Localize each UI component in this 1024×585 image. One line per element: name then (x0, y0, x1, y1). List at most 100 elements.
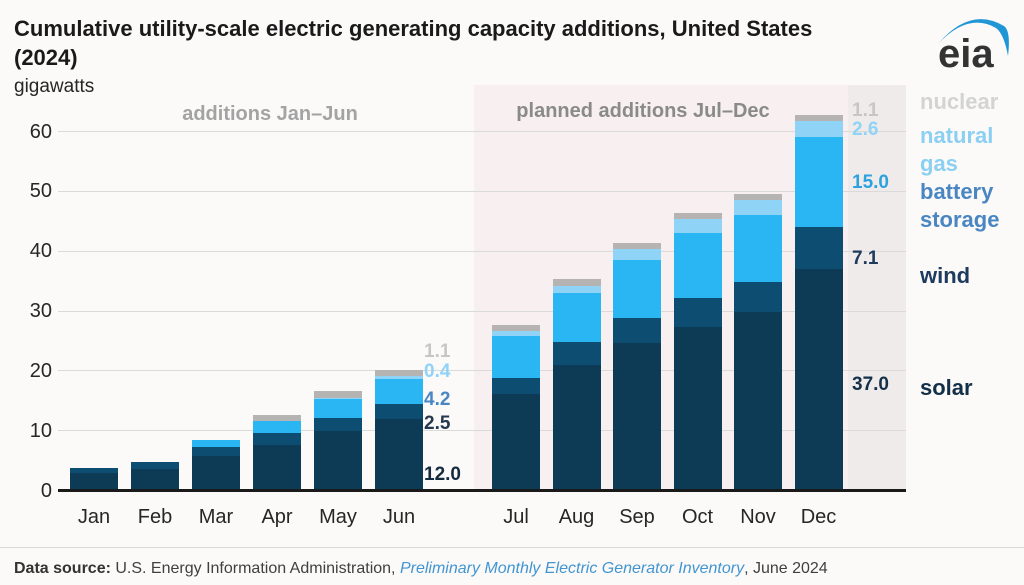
bar-segment-oct-natural-gas (673, 219, 722, 233)
bar-segment-jul-solar (492, 394, 540, 491)
dec-value-wind: 7.1 (852, 248, 879, 269)
bar-segment-aug-wind (552, 342, 601, 365)
month-label-aug: Aug (558, 506, 595, 528)
bar-segment-sep-natural-gas (613, 249, 661, 260)
bar-segment-apr-solar (253, 445, 301, 491)
bar-segment-jul-battery-storage (492, 336, 540, 378)
bar-segment-nov-natural-gas (734, 200, 782, 216)
bar-segment-dec-wind (794, 226, 843, 270)
bar-segment-nov-solar (734, 312, 782, 491)
bar-segment-jul-wind (492, 378, 540, 395)
bar-segment-may-nuclear (314, 391, 362, 398)
y-tick-30: 30 (29, 300, 52, 322)
bar-segment-may-battery-storage (314, 398, 362, 418)
bar-segment-jan-wind (70, 467, 118, 473)
bar-segment-dec-solar (794, 269, 843, 491)
bar-segment-apr-battery-storage (253, 421, 301, 434)
footer-source-suffix: , June 2024 (744, 560, 828, 577)
legend-item-wind: wind (920, 263, 971, 288)
gridline-30 (58, 310, 906, 312)
footer-source-prefix: Data source: (14, 560, 111, 577)
dec-value-natural-gas: 2.6 (852, 119, 879, 140)
y-tick-20: 20 (29, 359, 52, 382)
jun-value-natural-gas: 0.4 (424, 361, 451, 382)
month-label-jul: Jul (503, 506, 529, 528)
gridline-40 (58, 250, 906, 252)
bar-segment-feb-wind (131, 462, 179, 469)
bar-segment-aug-battery-storage (552, 293, 601, 343)
bar-segment-dec-natural-gas (794, 121, 843, 137)
bar-segment-oct-battery-storage (673, 232, 722, 299)
bar-segment-dec-nuclear (794, 114, 843, 122)
eia-logo: eia (932, 10, 1018, 76)
y-tick-40: 40 (29, 240, 52, 263)
bar-segment-jun-battery-storage (375, 378, 423, 404)
jun-value-solar: 12.0 (424, 464, 461, 485)
chart-title-line2: (2024) (14, 45, 78, 70)
bar-segment-jul-nuclear (492, 324, 540, 332)
bar-segment-apr-wind (253, 433, 301, 446)
bar-segment-nov-battery-storage (734, 215, 782, 283)
month-label-nov: Nov (740, 506, 776, 528)
footer-source-body: U.S. Energy Information Administration, (110, 560, 400, 577)
dec-value-battery-storage: 15.0 (852, 172, 889, 193)
gridline-20 (58, 370, 906, 372)
dec-value-solar: 37.0 (852, 374, 889, 395)
bar-segment-nov-wind (734, 282, 782, 313)
gridline-50 (58, 190, 906, 192)
bar-segment-sep-nuclear (613, 242, 661, 250)
y-tick-60: 60 (29, 120, 52, 143)
jun-value-nuclear: 1.1 (424, 341, 451, 362)
legend-item-solar: solar (920, 375, 973, 400)
gridline-60 (58, 131, 906, 133)
y-tick-50: 50 (29, 180, 52, 203)
dec-value-nuclear: 1.1 (852, 100, 879, 121)
bar-segment-feb-solar (131, 468, 179, 491)
bar-segment-aug-nuclear (552, 279, 601, 286)
bar-segment-may-solar (314, 430, 362, 491)
bar-segment-jun-nuclear (375, 369, 423, 377)
legend-item-natural-gas: natural gas (920, 123, 994, 176)
x-axis-line (58, 489, 906, 492)
chart-title-line1: Cumulative utility-scale electric genera… (14, 16, 813, 41)
month-label-oct: Oct (681, 506, 714, 528)
bar-segment-jun-wind (375, 403, 423, 419)
eia-logo-graphic: eia (938, 19, 1009, 76)
bar-segment-may-natural-gas (314, 397, 362, 399)
bar-segment-jun-solar (375, 418, 423, 491)
footer-source-link[interactable]: Preliminary Monthly Electric Generator I… (399, 560, 745, 577)
footer-source: Data source: U.S. Energy Information Adm… (14, 560, 828, 578)
bar-segment-mar-solar (192, 456, 240, 491)
section-label-jan-jun: additions Jan–Jun (182, 103, 358, 125)
gridline-10 (58, 430, 906, 432)
y-tick-0: 0 (40, 479, 52, 502)
bar-segment-sep-battery-storage (613, 259, 661, 318)
chart-title: Cumulative utility-scale electric genera… (14, 14, 914, 72)
bar-segment-oct-nuclear (673, 212, 722, 220)
section-label-jul-dec: planned additions Jul–Dec (516, 100, 770, 122)
bar-segment-jun-natural-gas (375, 376, 423, 379)
eia-logo-text: eia (938, 32, 994, 76)
month-label-apr: Apr (261, 506, 293, 528)
bar-segment-sep-solar (613, 342, 661, 491)
dec-label-column-background (848, 85, 906, 490)
footer-divider (0, 547, 1024, 548)
month-label-jan: Jan (77, 506, 111, 528)
bar-segment-sep-wind (613, 317, 661, 343)
bar-segment-mar-wind (192, 447, 240, 457)
legend-item-nuclear: nuclear (920, 89, 999, 114)
month-label-sep: Sep (619, 506, 655, 528)
bar-segment-may-wind (314, 417, 362, 431)
bar-segment-oct-wind (673, 298, 722, 328)
bar-segment-apr-nuclear (253, 414, 301, 422)
y-tick-10: 10 (29, 419, 52, 442)
chart-units-label: gigawatts (14, 76, 95, 97)
eia-swoosh-icon (938, 19, 1009, 57)
bar-segment-dec-battery-storage (794, 136, 843, 227)
jun-value-wind: 2.5 (424, 413, 451, 434)
month-label-jun: Jun (382, 506, 416, 528)
month-label-dec: Dec (800, 506, 837, 528)
bar-segment-aug-natural-gas (552, 285, 601, 294)
month-label-may: May (319, 506, 357, 528)
